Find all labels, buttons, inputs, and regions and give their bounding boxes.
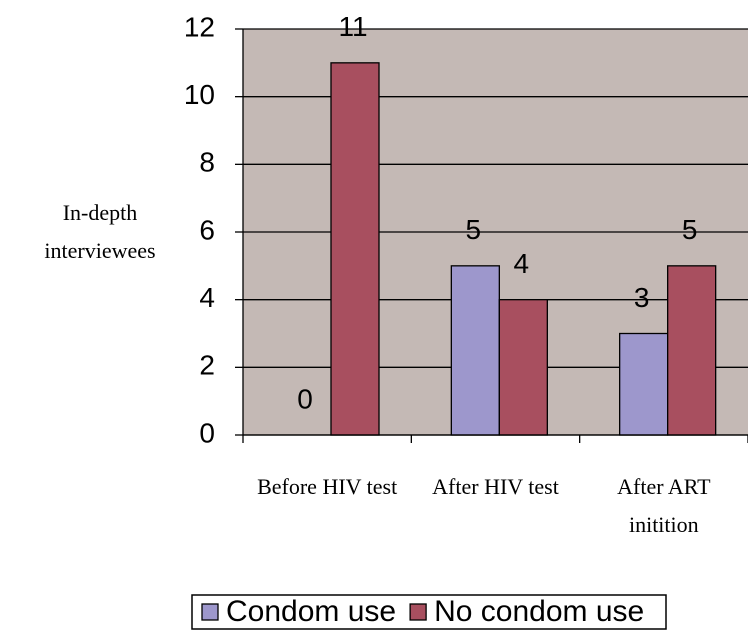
data-label: 5 [466,214,482,245]
bar [619,332,669,436]
x-tick-label: Before HIV test [257,474,398,499]
data-label: 11 [338,11,367,42]
legend-swatch [201,603,219,621]
bar [330,62,380,436]
y-tick-label: 10 [184,79,215,110]
y-tick-label: 2 [199,350,215,381]
data-label: 0 [297,383,313,414]
data-label: 3 [634,282,650,313]
data-label: 4 [514,248,530,279]
legend-label: No condom use [434,595,644,628]
legend-swatch [409,603,427,621]
y-tick-label: 8 [199,147,215,178]
x-tick-label: After ART initition [617,474,711,537]
legend-label: Condom use [226,595,396,628]
x-tick-label: After HIV test [432,474,559,499]
bar [667,265,717,436]
bar [498,299,548,436]
y-tick-label: 6 [199,214,215,245]
y-tick-label: 12 [184,11,215,42]
data-label: 5 [682,214,698,245]
legend-box [191,594,667,630]
bar [450,265,500,436]
y-tick-label: 4 [199,282,215,313]
y-tick-label: 0 [199,417,215,448]
y-axis-title: In-depth interviewees [44,200,156,263]
